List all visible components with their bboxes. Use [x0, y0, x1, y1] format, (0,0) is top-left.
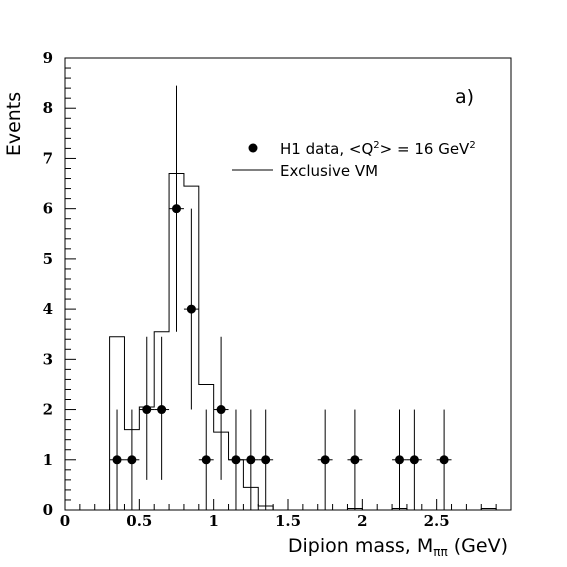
data-marker: [246, 455, 256, 465]
data-point: [139, 336, 155, 480]
x-tick-label: 1.5: [275, 512, 301, 530]
x-tick-label: 1: [208, 512, 218, 530]
legend-data-label: H1 data, <Q2> = 16 GeV2: [280, 140, 476, 158]
data-points: [109, 85, 452, 510]
data-marker: [395, 455, 404, 465]
x-tick-label: 2: [357, 512, 367, 530]
y-tick-label: 7: [43, 149, 53, 167]
data-point: [124, 409, 140, 510]
data-point: [406, 409, 422, 510]
data-point: [213, 336, 229, 480]
data-point: [198, 409, 214, 510]
data-marker: [231, 455, 241, 465]
x-axis-title: Dipion mass, Mππ (GeV): [288, 535, 508, 559]
plot-frame: [64, 57, 512, 511]
y-tick-label: 1: [43, 451, 53, 469]
data-point: [154, 336, 170, 480]
legend: H1 data, <Q2> = 16 GeV2 Exclusive VM: [232, 140, 476, 180]
data-marker: [320, 455, 330, 465]
data-marker: [157, 405, 167, 415]
y-tick-label: 3: [43, 350, 53, 368]
data-point: [183, 208, 199, 410]
panel-label: a): [455, 86, 474, 108]
y-tick-label: 4: [43, 300, 53, 318]
y-tick-label: 8: [43, 99, 53, 117]
data-marker: [142, 405, 152, 415]
y-tick-label: 5: [43, 250, 53, 268]
data-marker: [439, 455, 449, 465]
data-point: [317, 409, 333, 510]
data-point: [109, 409, 125, 510]
data-marker: [350, 455, 360, 465]
y-axis: 0 1 2 3 4 5 6 7 8 9: [43, 49, 76, 519]
x-tick-label: 0: [60, 512, 70, 530]
x-tick-label: 0.5: [126, 512, 152, 530]
legend-mc-label: Exclusive VM: [280, 162, 378, 180]
y-tick-label: 9: [43, 49, 53, 67]
y-tick-label: 0: [43, 501, 53, 519]
data-marker: [261, 455, 271, 465]
data-marker: [127, 455, 137, 465]
data-marker: [201, 455, 211, 465]
legend-data-marker: [248, 143, 258, 153]
x-axis: 0 0.5 1 1.5 2 2.5: [60, 499, 497, 530]
data-point: [347, 409, 363, 510]
data-point: [392, 409, 407, 510]
data-marker: [186, 304, 196, 314]
data-point: [436, 409, 452, 510]
data-point: [169, 85, 184, 332]
data-point: [228, 409, 244, 510]
data-point: [258, 409, 274, 510]
data-marker: [216, 405, 226, 415]
data-point: [243, 409, 259, 510]
y-tick-label: 2: [43, 401, 53, 419]
data-marker: [172, 204, 181, 214]
data-marker: [409, 455, 419, 465]
y-axis-title: Events: [3, 92, 25, 156]
x-tick-label: 2.5: [424, 512, 450, 530]
data-marker: [112, 455, 122, 465]
y-tick-label: 6: [43, 200, 53, 218]
